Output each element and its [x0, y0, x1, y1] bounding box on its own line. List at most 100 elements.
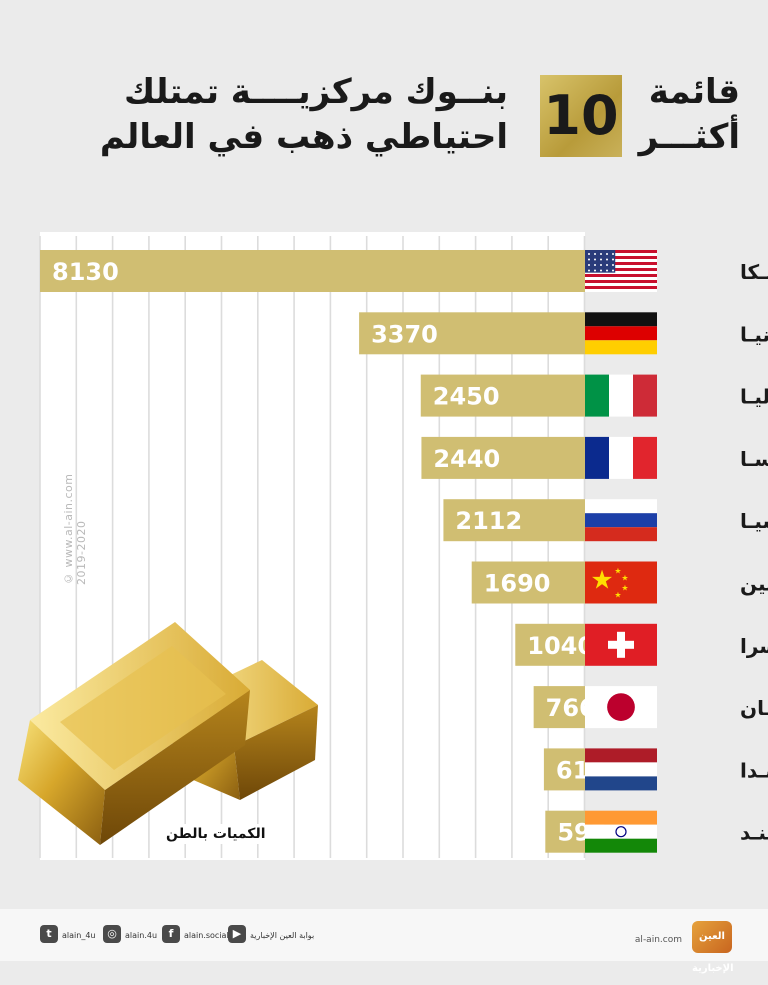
- al-ain-logo: العين الإخبارية: [692, 921, 734, 974]
- main-title: بنــوك مركزيــــة تمتلك احتياطي ذهب في ا…: [88, 70, 508, 160]
- footer: t alain_4u ◎ alain.4u f alain.social ▶ ب…: [0, 909, 768, 974]
- flag-star: [612, 253, 614, 255]
- flag-fr: [585, 436, 657, 479]
- flag-star: [594, 258, 596, 261]
- category-label: الصين: [740, 572, 768, 596]
- unit-label: الكميات بالطن: [160, 824, 272, 844]
- flag-part: [585, 513, 657, 528]
- flag-star: [612, 264, 614, 266]
- flag-part: [585, 277, 657, 280]
- flag-part: [585, 776, 657, 791]
- category-label: سويسرا: [740, 634, 768, 658]
- flag-part: [633, 436, 657, 479]
- flag-part: [585, 271, 657, 274]
- flag-jp: [585, 686, 657, 729]
- youtube-channel[interactable]: بوابة العين الإخبارية: [250, 931, 315, 940]
- gold-bar-back-side: [234, 705, 318, 800]
- bar: [471, 561, 585, 604]
- flag-star: ★: [621, 574, 628, 583]
- flag-star: [588, 269, 590, 272]
- bar-value-label: 2112: [455, 507, 522, 535]
- youtube-icon[interactable]: ▶: [228, 925, 246, 943]
- twitter-handle[interactable]: alain_4u: [62, 931, 96, 940]
- bar-value-label: 8130: [52, 258, 119, 286]
- flag-part: [585, 312, 657, 327]
- main-title-line1: بنــوك مركزيــــة تمتلك: [123, 72, 508, 112]
- flag-series: أمريـكاألمانيـاإيطاليـافرنسـاروسيـا★★★★★…: [585, 250, 768, 853]
- flag-star: [594, 253, 596, 255]
- flag-part: [585, 250, 616, 273]
- flag-star: ★: [621, 584, 628, 593]
- category-label: إيطاليـا: [740, 385, 768, 409]
- flag-part: [585, 253, 657, 256]
- bar-value-label: 3370: [371, 320, 438, 348]
- flag-part: [585, 286, 657, 289]
- flag-star: [588, 258, 590, 261]
- flag-part: [585, 326, 657, 341]
- flag-part: [585, 527, 657, 542]
- flag-star: [606, 253, 608, 255]
- bar: [515, 623, 585, 666]
- flag-star: [600, 269, 602, 272]
- flag-part: [633, 374, 657, 417]
- facebook-icon[interactable]: f: [162, 925, 180, 943]
- bar: [359, 312, 585, 355]
- top-ten-badge: 10: [540, 75, 622, 157]
- twitter-icon[interactable]: t: [40, 925, 58, 943]
- bar-value-label: 2450: [433, 383, 500, 411]
- flag-in: [585, 810, 657, 853]
- facebook-handle[interactable]: alain.social: [184, 931, 229, 940]
- instagram-icon[interactable]: ◎: [103, 925, 121, 943]
- bar-value-label: 2440: [433, 445, 500, 473]
- instagram-handle[interactable]: alain.4u: [125, 931, 158, 940]
- category-label: اليابـان: [740, 696, 768, 720]
- bar: [443, 499, 585, 542]
- flag-part: [585, 340, 657, 355]
- flag-us: [585, 250, 657, 292]
- site-url[interactable]: al-ain.com: [634, 935, 682, 945]
- category-label: فرنسـا: [740, 447, 768, 471]
- side-title: قائمة أكثـــر: [630, 70, 740, 160]
- flag-star: [600, 253, 602, 255]
- flag-star: [588, 264, 590, 266]
- flag-part: [585, 499, 657, 514]
- flag-star: [612, 269, 614, 272]
- category-label: الهنـد: [740, 821, 768, 845]
- bar: [533, 686, 585, 729]
- flag-part: [585, 259, 657, 262]
- bar-value-label: 1690: [484, 570, 551, 598]
- flag-star: [600, 264, 602, 266]
- flag-part: [585, 280, 657, 283]
- flag-star: [606, 269, 608, 272]
- bar: [545, 810, 585, 853]
- flag-star: ★: [614, 591, 621, 600]
- category-label: روسيـا: [740, 509, 768, 533]
- watermark: © www.al-ain.com 2019-2020: [62, 473, 88, 586]
- flag-star: [594, 269, 596, 272]
- side-title-line1: قائمة: [648, 72, 740, 112]
- flag-de: [585, 312, 657, 355]
- flag-part: [585, 824, 657, 839]
- bar: [421, 436, 585, 479]
- gold-bar-front-left: [18, 720, 105, 845]
- flag-part: [608, 640, 634, 649]
- flag-part: [585, 289, 657, 292]
- flag-part: [585, 265, 657, 268]
- flag-part: [585, 748, 657, 763]
- bar-value-label: 1040: [527, 632, 594, 660]
- flag-part: [585, 256, 657, 259]
- gold-bars-illustration: [18, 622, 318, 845]
- flag-star: [606, 258, 608, 261]
- flag-part: [585, 283, 657, 286]
- bar: [543, 748, 585, 791]
- category-label: ألمانيـا: [740, 320, 768, 346]
- flag-part: [585, 374, 609, 417]
- flag-part: [585, 762, 657, 777]
- flag-star: [588, 253, 590, 255]
- category-label: أمريـكا: [740, 258, 768, 284]
- flag-ru: [585, 499, 657, 542]
- flag-part: [609, 374, 633, 417]
- flag-star: ★: [614, 567, 621, 576]
